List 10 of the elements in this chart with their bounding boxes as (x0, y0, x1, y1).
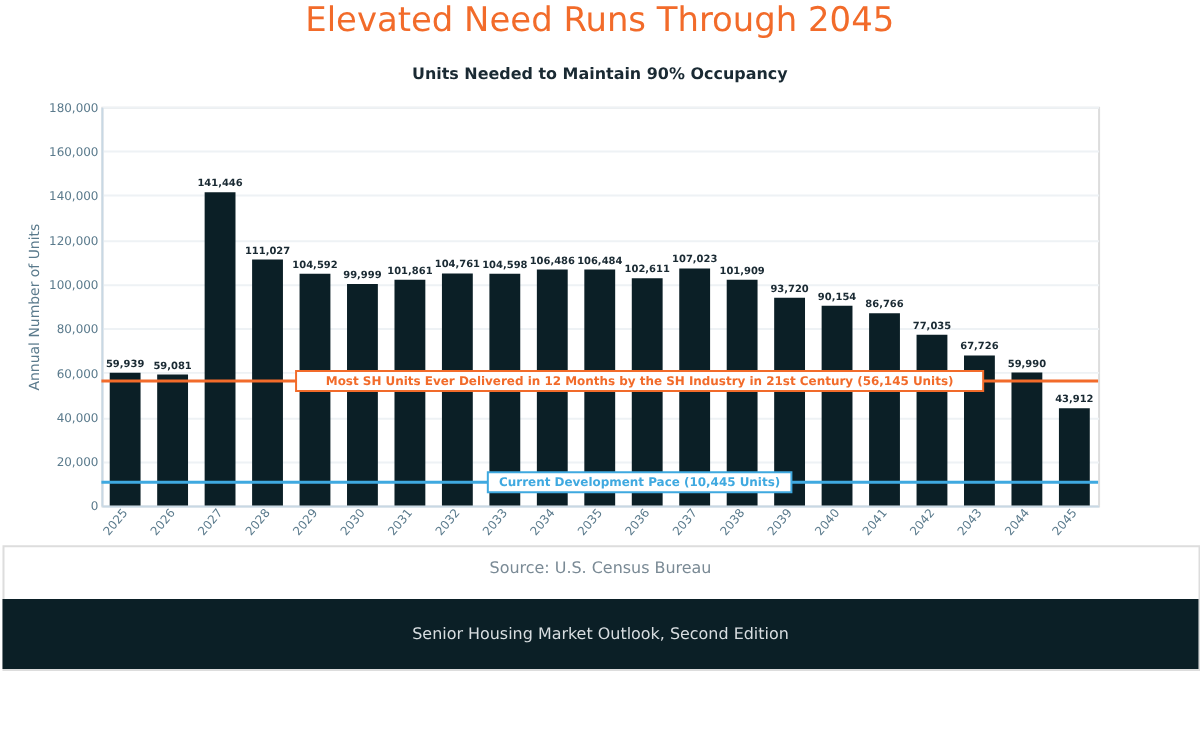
bar (252, 259, 283, 506)
bar (1011, 372, 1043, 506)
chart-title: Elevated Need Runs Through 2045 (305, 0, 895, 40)
bar (109, 372, 141, 506)
bar (1058, 408, 1090, 506)
chart-subtitle: Units Needed to Maintain 90% Occupancy (411, 64, 790, 83)
source-note: Source: U.S. Census Bureau (489, 559, 712, 578)
bar (204, 192, 236, 506)
bar (157, 374, 189, 506)
text: Senior Housing Market Outlook, Second Edition (412, 624, 789, 643)
